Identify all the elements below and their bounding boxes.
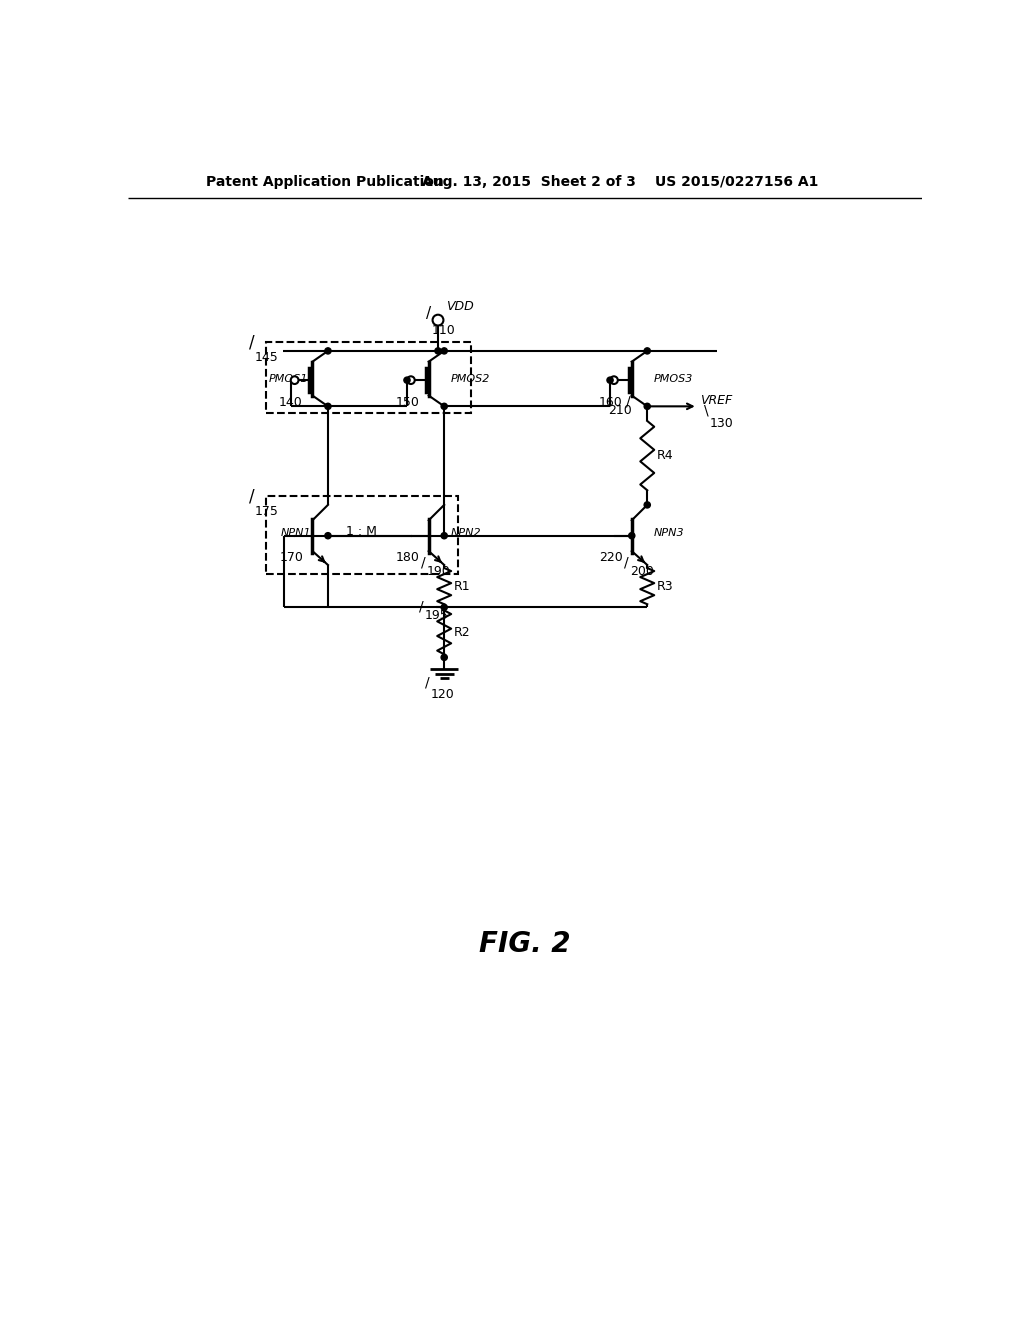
Circle shape [291, 376, 299, 384]
Text: /: / [249, 334, 255, 352]
Circle shape [629, 532, 635, 539]
Text: /: / [419, 599, 423, 614]
Text: PMOS2: PMOS2 [451, 374, 489, 384]
Text: US 2015/0227156 A1: US 2015/0227156 A1 [655, 174, 818, 189]
Text: FIG. 2: FIG. 2 [479, 929, 570, 958]
Bar [266, 496, 458, 574]
Text: 195: 195 [425, 609, 449, 622]
Text: VDD: VDD [445, 300, 473, 313]
Circle shape [441, 532, 447, 539]
Text: VREF: VREF [700, 393, 732, 407]
Text: 130: 130 [710, 417, 733, 430]
Text: 200: 200 [630, 565, 654, 578]
Text: 150: 150 [395, 396, 419, 409]
Circle shape [325, 404, 331, 409]
Text: 140: 140 [280, 396, 303, 409]
Text: 1 : M: 1 : M [346, 525, 377, 539]
Text: NPN2: NPN2 [451, 528, 481, 537]
Circle shape [441, 404, 447, 409]
Text: /: / [426, 306, 431, 321]
Text: 160: 160 [598, 396, 623, 409]
Circle shape [441, 348, 447, 354]
Bar [266, 342, 471, 412]
Text: 170: 170 [280, 550, 304, 564]
Text: 190: 190 [427, 565, 451, 578]
Text: R4: R4 [656, 449, 673, 462]
Text: R3: R3 [656, 579, 673, 593]
Circle shape [403, 378, 410, 383]
Text: Aug. 13, 2015  Sheet 2 of 3: Aug. 13, 2015 Sheet 2 of 3 [423, 174, 636, 189]
Circle shape [644, 348, 650, 354]
Text: /: / [249, 488, 255, 506]
Text: 175: 175 [254, 504, 279, 517]
Text: 220: 220 [599, 550, 623, 564]
Circle shape [435, 348, 441, 354]
Text: 145: 145 [254, 351, 279, 363]
Text: NPN1: NPN1 [281, 528, 311, 537]
Text: R1: R1 [454, 579, 470, 593]
Circle shape [644, 404, 650, 409]
Text: PMOS3: PMOS3 [653, 374, 693, 384]
Text: 210: 210 [608, 404, 632, 417]
Circle shape [441, 605, 447, 610]
Text: /: / [626, 395, 630, 409]
Text: R2: R2 [454, 626, 470, 639]
Text: \: \ [703, 403, 709, 417]
Text: PMOS1: PMOS1 [269, 374, 308, 384]
Circle shape [607, 378, 613, 383]
Text: 110: 110 [432, 325, 456, 338]
Text: Patent Application Publication: Patent Application Publication [206, 174, 443, 189]
Text: 120: 120 [430, 688, 454, 701]
Text: /: / [624, 556, 629, 569]
Circle shape [325, 532, 331, 539]
Text: /: / [421, 556, 426, 569]
Circle shape [644, 502, 650, 508]
Circle shape [432, 314, 443, 326]
Text: NPN3: NPN3 [653, 528, 684, 537]
Text: 180: 180 [396, 550, 420, 564]
Circle shape [325, 348, 331, 354]
Circle shape [610, 376, 617, 384]
Circle shape [441, 655, 447, 660]
Text: /: / [425, 676, 429, 689]
Circle shape [407, 376, 415, 384]
